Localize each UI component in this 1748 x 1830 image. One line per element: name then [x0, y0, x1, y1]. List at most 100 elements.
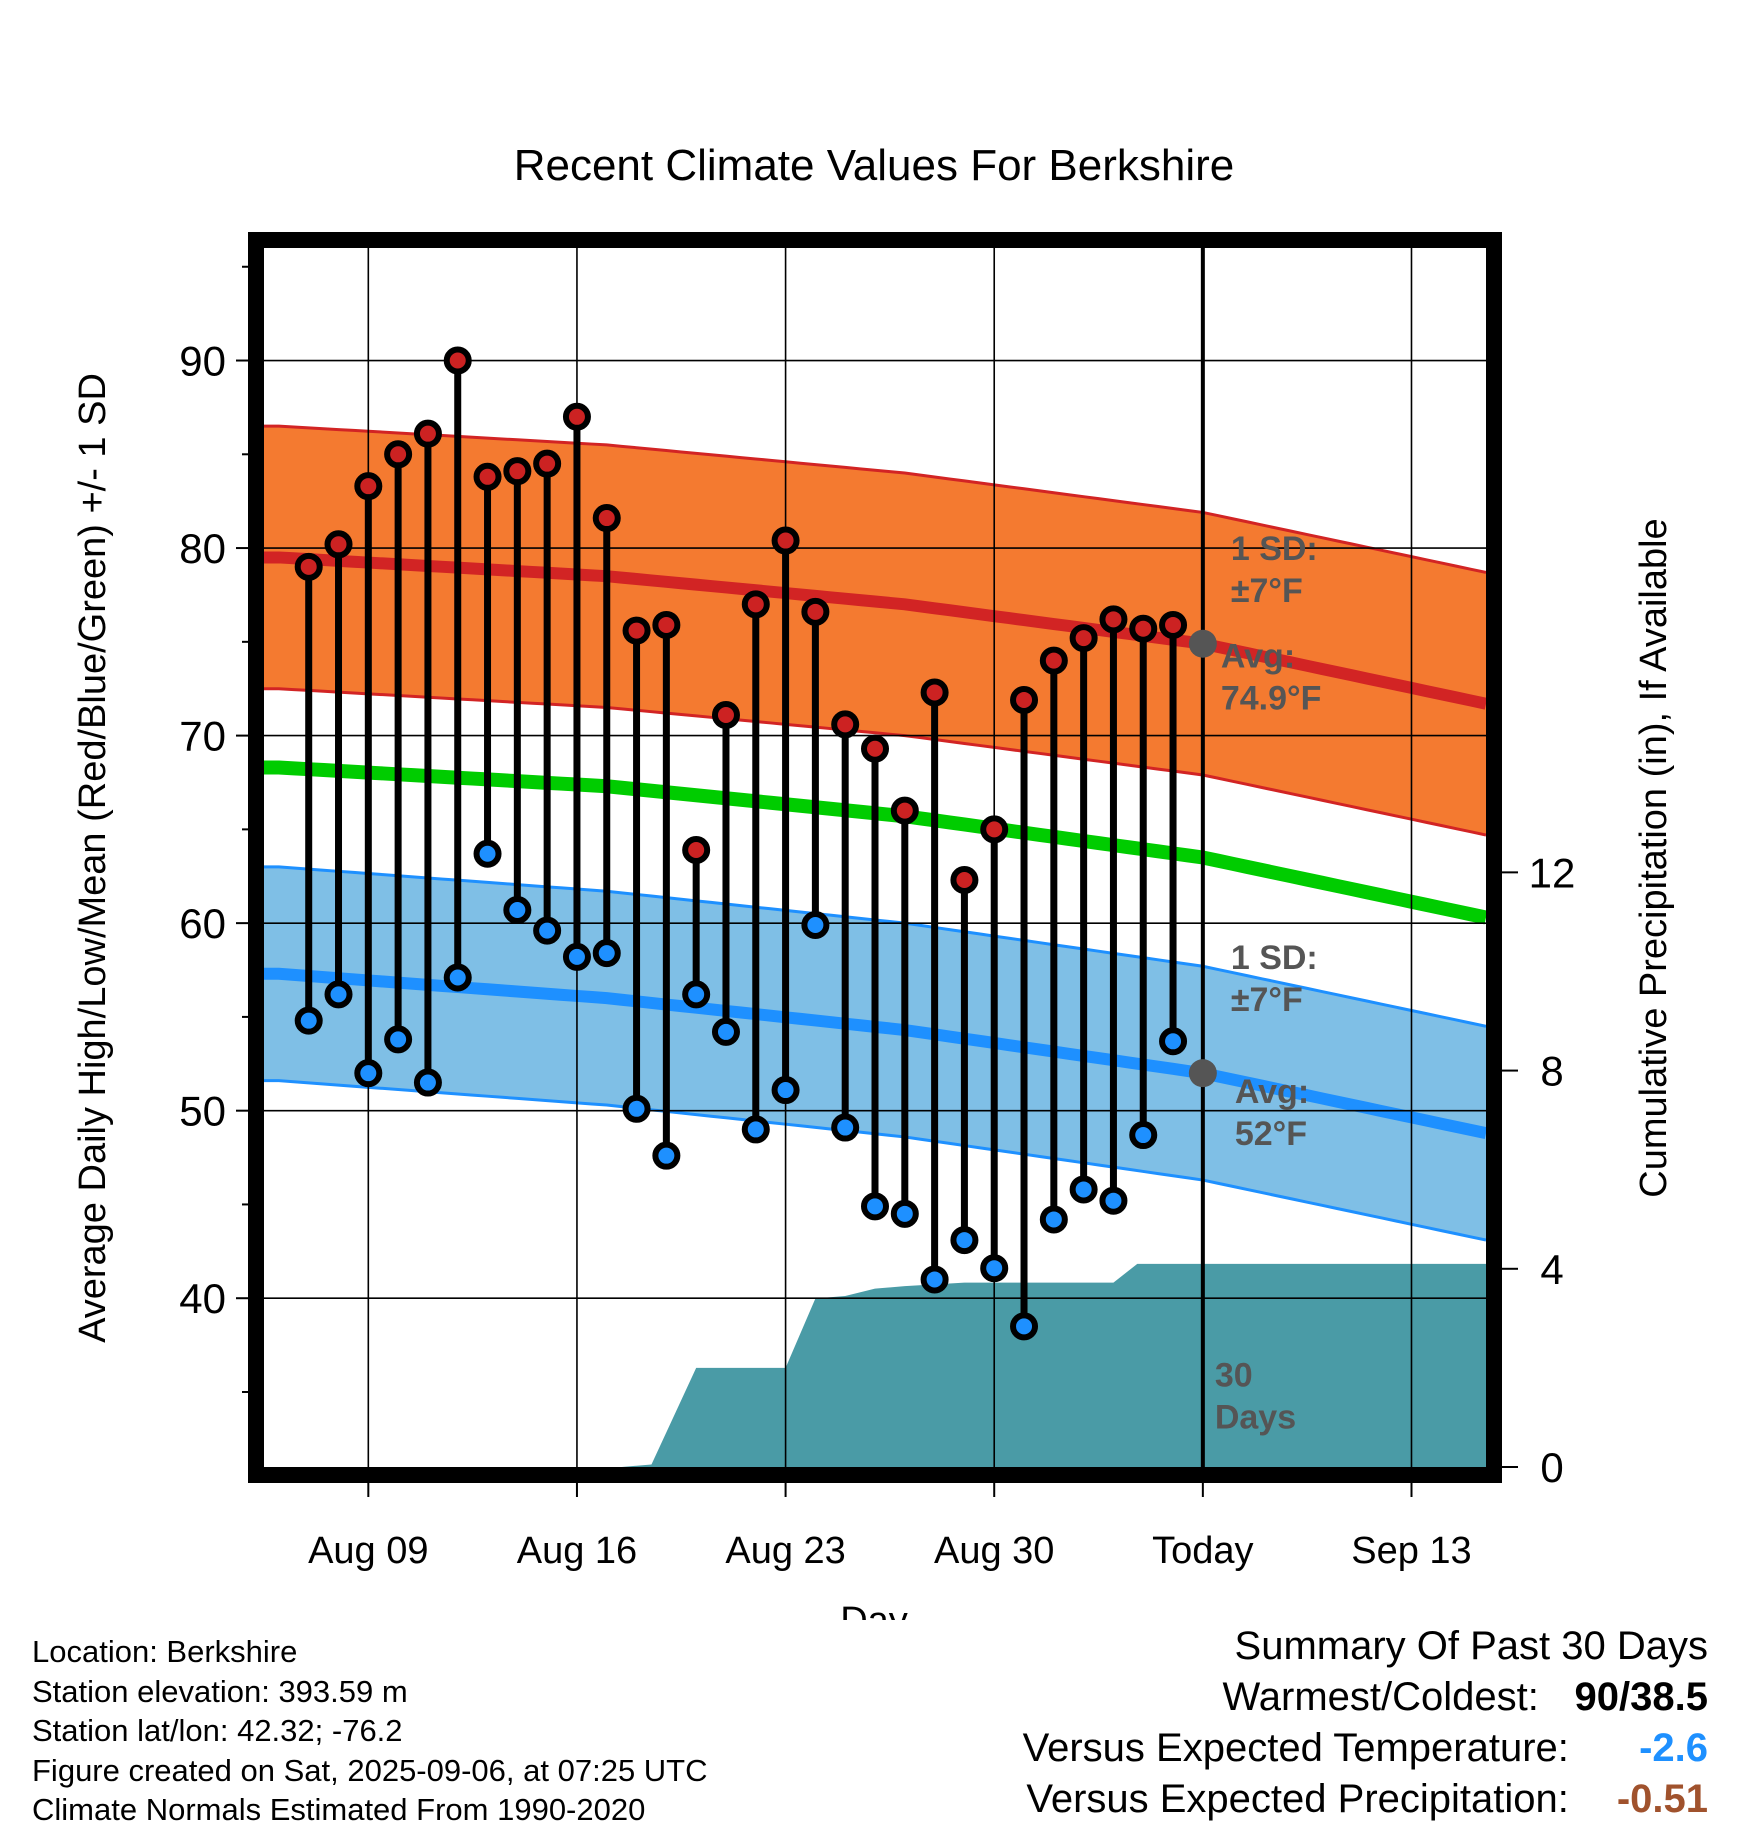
y-axis-right: 0 4 8 12 — [1502, 849, 1575, 1491]
observation-low-point — [652, 1141, 681, 1170]
latlon-text: Station lat/lon: 42.32; -76.2 — [32, 1713, 403, 1748]
observation-day — [1010, 685, 1039, 1341]
observation-high-point — [384, 440, 413, 469]
observation-low-point — [324, 980, 353, 1009]
window-annotation-line-1: Days — [1215, 1398, 1296, 1436]
observation-high-point — [920, 678, 949, 707]
observation-low-point — [622, 1094, 651, 1123]
observation-low-point — [801, 911, 830, 940]
observation-day — [831, 710, 860, 1142]
summary-precip-row: Versus Expected Precipitation: -0.51 — [1023, 1774, 1708, 1825]
observation-low-point — [354, 1059, 383, 1088]
observation-high-point — [861, 734, 889, 763]
summary-warmest-row: Warmest/Coldest: 90/38.5 — [1023, 1672, 1709, 1723]
precip-value: -0.51 — [1616, 1777, 1708, 1821]
observation-high-point — [443, 346, 472, 375]
observation-high-point — [562, 402, 591, 431]
chart-title: Recent Climate Values For Berkshire — [514, 141, 1235, 190]
observation-day — [801, 597, 830, 940]
observation-day — [1099, 605, 1128, 1215]
x-tick-label: Sep 13 — [1351, 1530, 1471, 1572]
precip-label: Versus Expected Precipitation: — [1026, 1777, 1569, 1821]
observation-day — [1129, 614, 1158, 1150]
observation-low-point — [920, 1265, 949, 1294]
observation-low-point — [771, 1076, 800, 1105]
observation-high-point — [622, 616, 651, 645]
y-right-tick-label: 8 — [1540, 1048, 1563, 1095]
high-sd-band — [264, 426, 1486, 835]
summary-panel: Summary Of Past 30 Days Warmest/Coldest:… — [1023, 1620, 1708, 1825]
observation-high-point — [473, 462, 502, 491]
station-info: Location: Berkshire Station elevation: 3… — [32, 1632, 708, 1830]
observation-day — [592, 504, 621, 968]
warmest-label: Warmest/Coldest: — [1222, 1675, 1539, 1719]
observation-low-point — [861, 1192, 889, 1221]
observation-high-point — [324, 530, 353, 559]
observation-day — [354, 472, 383, 1088]
observation-day — [1039, 646, 1068, 1234]
summary-title: Summary Of Past 30 Days — [1234, 1624, 1708, 1668]
y-left-tick-label: 90 — [179, 338, 226, 385]
observation-high-point — [1069, 624, 1098, 653]
y-left-tick-label: 50 — [179, 1088, 226, 1135]
high-sd-annotation-line-1: ±7°F — [1231, 572, 1303, 610]
observation-low-point — [1159, 1027, 1188, 1056]
avg-low-marker — [1188, 1059, 1217, 1088]
observation-day — [533, 449, 562, 945]
observation-low-point — [384, 1025, 413, 1054]
x-axis: Aug 09 Aug 16 Aug 23 Aug 30 Today Sep 13 — [308, 1483, 1472, 1572]
observation-low-point — [1099, 1186, 1128, 1215]
observation-high-point — [831, 710, 860, 739]
y-right-tick-label: 4 — [1540, 1246, 1563, 1293]
x-tick-label: Aug 16 — [517, 1530, 637, 1572]
location-text: Location: Berkshire — [32, 1634, 298, 1669]
observation-day — [920, 678, 949, 1294]
observation-day — [861, 734, 889, 1221]
observation-day — [503, 457, 532, 925]
y-axis-right-label: Cumulative Precipitation (in), If Availa… — [1633, 518, 1675, 1197]
observation-day — [682, 835, 711, 1009]
observation-high-point — [741, 590, 770, 619]
observation-day — [890, 796, 919, 1228]
climate-chart: Recent Climate Values For Berkshire 1 SD… — [72, 141, 1675, 1620]
observation-high-point — [1010, 685, 1039, 714]
elevation-text: Station elevation: 393.59 m — [32, 1673, 408, 1709]
observation-low-point — [1010, 1312, 1039, 1341]
observation-low-point — [950, 1226, 979, 1255]
observation-day — [771, 526, 800, 1105]
observation-day — [1069, 624, 1098, 1204]
observation-low-point — [890, 1199, 919, 1228]
high-sd-band-upper-edge — [264, 424, 1486, 574]
y-left-tick-label: 70 — [179, 713, 226, 760]
observation-high-point — [771, 526, 800, 555]
observation-day — [980, 815, 1009, 1283]
temp-value: -2.6 — [1639, 1726, 1708, 1770]
observation-day — [741, 590, 770, 1144]
observation-high-point — [1159, 610, 1188, 639]
observation-day — [473, 462, 502, 868]
observation-low-point — [443, 963, 472, 992]
x-axis-label: Day — [840, 1600, 908, 1620]
summary-temp-row: Versus Expected Temperature: -2.6 — [1023, 1723, 1708, 1774]
y-left-tick-label: 60 — [179, 900, 226, 947]
observation-high-point — [980, 815, 1009, 844]
observation-high-point — [682, 835, 711, 864]
observation-day — [324, 530, 353, 1009]
observation-low-point — [503, 896, 532, 925]
temp-label: Versus Expected Temperature: — [1022, 1726, 1569, 1770]
observation-high-point — [1099, 605, 1128, 634]
observation-low-point — [1039, 1205, 1068, 1234]
high-avg-annotation-line-0: Avg: — [1221, 638, 1295, 676]
x-tick-label: Aug 09 — [308, 1530, 428, 1572]
observation-day — [562, 402, 591, 971]
observation-high-point — [801, 597, 830, 626]
y-axis-left-label: Average Daily High/Low/Mean (Red/Blue/Gr… — [72, 373, 114, 1343]
avg-high-marker — [1188, 629, 1217, 658]
x-tick-label: Aug 23 — [725, 1530, 845, 1572]
plot-frame — [248, 232, 1502, 1483]
high-avg-annotation-line-1: 74.9°F — [1221, 680, 1322, 718]
observation-day — [622, 616, 651, 1123]
observation-low-point — [1129, 1121, 1158, 1150]
observation-day — [294, 552, 323, 1035]
warmest-value: 90/38.5 — [1574, 1675, 1708, 1719]
